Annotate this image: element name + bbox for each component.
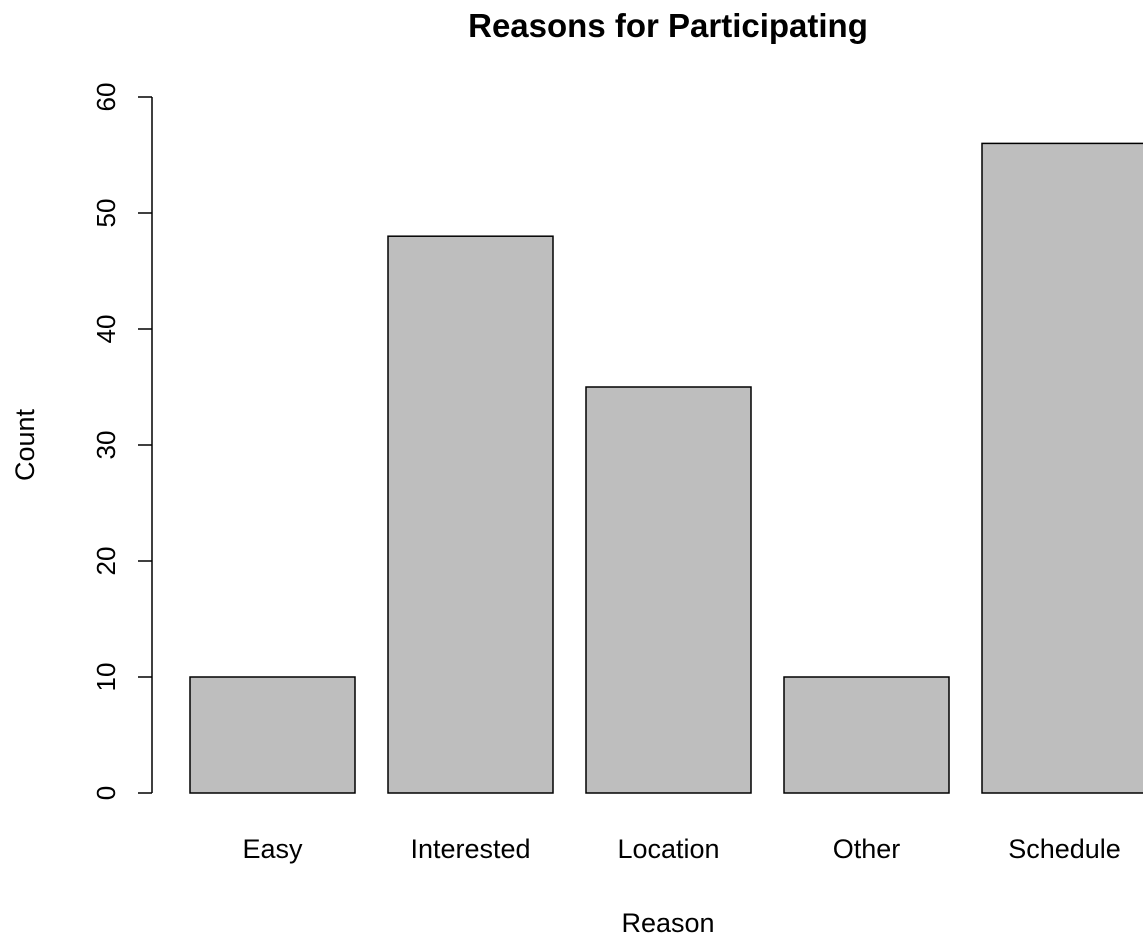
x-tick-label-easy: Easy <box>242 834 303 864</box>
x-tick-label-location: Location <box>617 834 719 864</box>
y-tick-label: 0 <box>91 786 121 800</box>
bar-interested <box>387 235 554 794</box>
x-tick-labels: Easy Interested Location Other Schedule <box>242 834 1120 864</box>
y-tick-label: 10 <box>91 663 121 692</box>
bar-location <box>585 386 752 794</box>
y-tick-label: 40 <box>91 315 121 344</box>
x-tick-label-other: Other <box>833 834 901 864</box>
bars <box>189 142 1143 794</box>
y-axis-label: Count <box>10 408 40 481</box>
x-tick-label-interested: Interested <box>410 834 530 864</box>
x-axis-label: Reason <box>621 908 714 938</box>
bar-other <box>783 676 950 794</box>
y-tick-label: 20 <box>91 547 121 576</box>
bar-schedule <box>981 142 1143 794</box>
x-tick-label-schedule: Schedule <box>1008 834 1121 864</box>
chart-title: Reasons for Participating <box>468 7 868 44</box>
y-tick-label: 50 <box>91 199 121 228</box>
bar-easy <box>189 676 356 794</box>
y-tick-label: 60 <box>91 83 121 112</box>
y-axis: 0 10 20 30 40 50 60 <box>91 83 153 800</box>
y-tick-label: 30 <box>91 431 121 460</box>
